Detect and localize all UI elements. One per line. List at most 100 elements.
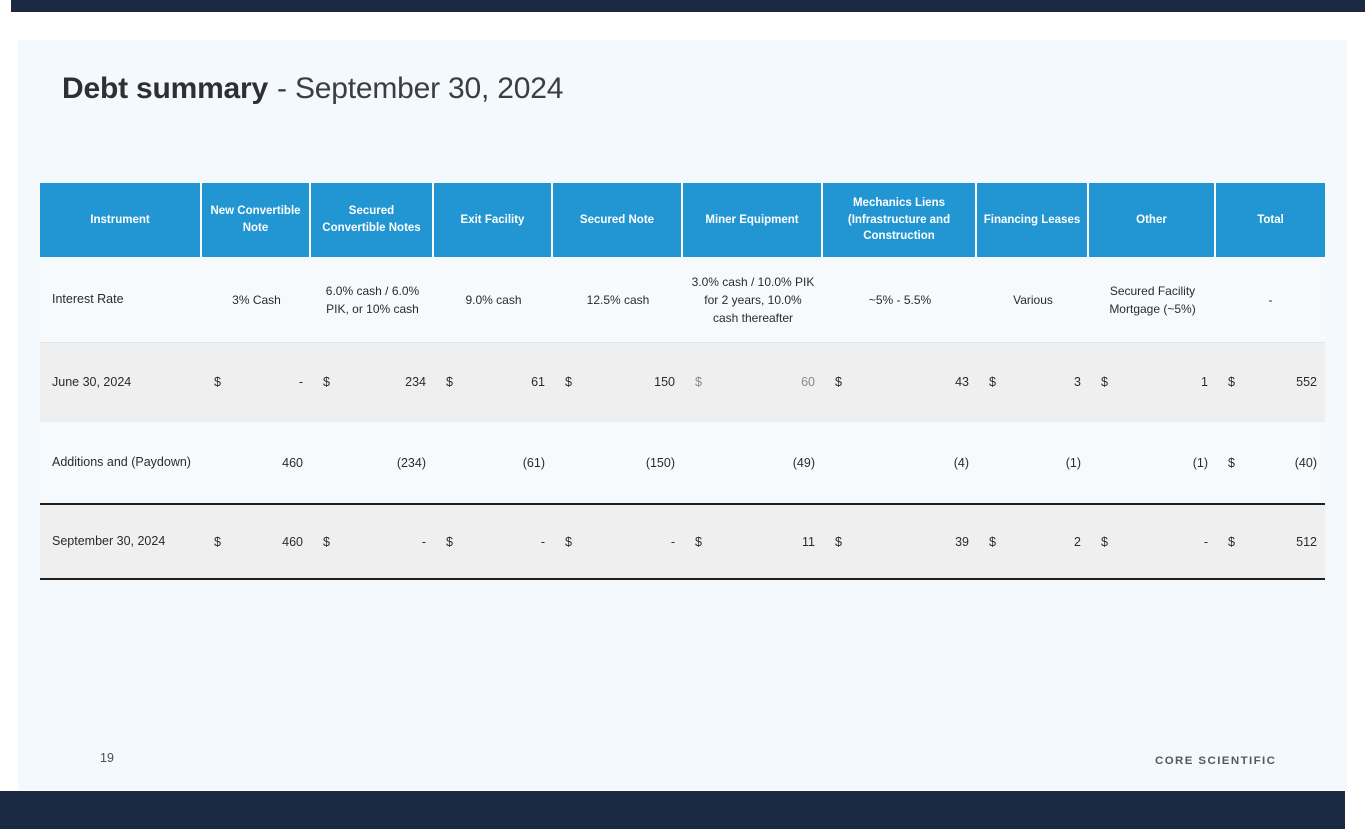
row-label: Additions and (Paydown) — [52, 455, 191, 470]
cell-value: (4) — [953, 455, 969, 470]
cell-value: 3 — [1074, 375, 1081, 389]
currency-symbol: $ — [989, 534, 996, 549]
cell-value: 60 — [801, 375, 815, 389]
cell-value: (61) — [522, 455, 545, 470]
money-cell-other: $ - — [1089, 505, 1216, 578]
text-cell-secured-note: 12.5% cash — [586, 292, 650, 307]
text-cell-financing-leases: Various — [1013, 292, 1053, 307]
cell-value: 150 — [654, 375, 675, 389]
money-cell-financing-leases: (1) — [977, 422, 1089, 503]
money-cell-miner-equipment: (49) — [683, 422, 823, 503]
currency-symbol: $ — [214, 534, 221, 549]
cell-value: (1) — [1065, 455, 1081, 470]
currency-symbol: $ — [446, 534, 453, 549]
cell-value: - — [1203, 534, 1208, 549]
cell-value: - — [540, 534, 545, 549]
cell-value: (150) — [645, 455, 675, 470]
currency-symbol: $ — [835, 375, 842, 389]
table-row-september-30-2024: September 30, 2024 $460 $ - $ - $ - $11 $39 $2 $ - $5… — [40, 503, 1325, 580]
text-cell-new-convertible-note: 3% Cash — [232, 292, 281, 307]
money-cell-exit-facility: (61) — [434, 422, 553, 503]
cell-value: 61 — [531, 375, 545, 389]
cell-value: (49) — [792, 455, 815, 470]
column-header-other: Other — [1089, 183, 1216, 257]
cell-value: 2 — [1074, 534, 1081, 549]
column-header-miner-equipment: Miner Equipment — [683, 183, 823, 257]
money-cell-other: $1 — [1089, 343, 1216, 421]
cell-value: 234 — [405, 375, 426, 389]
currency-symbol: $ — [695, 375, 702, 389]
top-accent-bar — [11, 0, 1365, 12]
column-header-total: Total — [1257, 213, 1284, 226]
money-cell-other: (1) — [1089, 422, 1216, 503]
money-cell-secured-convertible-notes: $234 — [311, 343, 434, 421]
cell-value: 39 — [955, 534, 969, 549]
cell-value: 1 — [1201, 375, 1208, 389]
money-cell-secured-note: (150) — [553, 422, 683, 503]
cell-value: - — [421, 534, 426, 549]
table-header-row: Instrument New Convertible Note Secured Co… — [40, 183, 1325, 257]
currency-symbol: $ — [695, 534, 702, 549]
text-cell-exit-facility: 9.0% cash — [465, 292, 522, 307]
money-cell-miner-equipment: $11 — [683, 505, 823, 578]
cell-value: 43 — [955, 375, 969, 389]
page-title: Debt summary - September 30, 2024 — [62, 72, 563, 106]
column-header-secured-convertible-notes: Secured Convertible Notes — [311, 183, 434, 257]
money-cell-mechanics-liens: $43 — [823, 343, 977, 421]
text-cell-total: - — [1268, 292, 1273, 307]
money-cell-mechanics-liens: (4) — [823, 422, 977, 503]
table-row-additions-and-paydown: Additions and (Paydown) 460 (234) (61) (150)… — [40, 421, 1325, 503]
row-label: September 30, 2024 — [52, 534, 166, 549]
cell-value: (234) — [396, 455, 426, 470]
cell-value: - — [298, 375, 303, 389]
money-cell-secured-convertible-notes: (234) — [311, 422, 434, 503]
money-cell-new-convertible-note: $460 — [202, 505, 311, 578]
cell-value: 460 — [282, 455, 303, 470]
currency-symbol: $ — [1101, 534, 1108, 549]
currency-symbol: $ — [989, 375, 996, 389]
money-cell-secured-note: $150 — [553, 343, 683, 421]
title-date: - September 30, 2024 — [277, 72, 564, 105]
currency-symbol: $ — [214, 375, 221, 389]
column-header-instrument: Instrument — [40, 183, 202, 257]
debt-summary-table: Instrument New Convertible Note Secured Co… — [40, 183, 1325, 580]
cell-value: - — [670, 534, 675, 549]
currency-symbol: $ — [1228, 375, 1235, 389]
cell-value: 552 — [1296, 375, 1317, 389]
money-cell-financing-leases: $2 — [977, 505, 1089, 578]
title-main: Debt summary — [62, 72, 269, 105]
column-header-financing-leases: Financing Leases — [977, 183, 1089, 257]
money-cell-financing-leases: $3 — [977, 343, 1089, 421]
money-cell-new-convertible-note: 460 — [202, 422, 311, 503]
currency-symbol: $ — [1228, 534, 1235, 549]
table-row-june-30-2024: June 30, 2024 $ - $234 $61 $150 $60 $43 $3 $1 $552 — [40, 342, 1325, 421]
cell-value: 11 — [802, 534, 815, 549]
bottom-accent-bar — [0, 791, 1345, 829]
currency-symbol: $ — [1101, 375, 1108, 389]
slide-panel: Debt summary - September 30, 2024 Instrum… — [18, 40, 1347, 790]
column-header-secured-note: Secured Note — [553, 183, 683, 257]
money-cell-secured-note: $ - — [553, 505, 683, 578]
cell-value: 460 — [282, 534, 303, 549]
money-cell-mechanics-liens: $39 — [823, 505, 977, 578]
currency-symbol: $ — [323, 375, 330, 389]
money-cell-exit-facility: $ - — [434, 505, 553, 578]
table-row-interest-rate: Interest Rate 3% Cash 6.0% cash / 6.0% PIK… — [40, 257, 1325, 342]
currency-symbol: $ — [1228, 455, 1235, 470]
currency-symbol: $ — [835, 534, 842, 549]
currency-symbol: $ — [446, 375, 453, 389]
currency-symbol: $ — [565, 534, 572, 549]
money-cell-miner-equipment: $60 — [683, 343, 823, 421]
page-number: 19 — [100, 751, 114, 765]
text-cell-other: Secured Facility Mortgage (~5%) — [1109, 283, 1196, 316]
text-cell-secured-convertible-notes: 6.0% cash / 6.0% PIK, or 10% cash — [325, 283, 420, 316]
money-cell-new-convertible-note: $ - — [202, 343, 311, 421]
currency-symbol: $ — [323, 534, 330, 549]
core-scientific-logo: CORE SCIENTIFIC — [1155, 755, 1277, 767]
column-header-mechanics-liens: Mechanics Liens (Infrastructure and Cons… — [823, 183, 977, 257]
row-label: Interest Rate — [52, 292, 124, 307]
text-cell-mechanics-liens: ~5% - 5.5% — [868, 292, 932, 307]
cell-value: (1) — [1192, 455, 1208, 470]
text-cell-miner-equipment: 3.0% cash / 10.0% PIK for 2 years, 10.0%… — [691, 274, 815, 325]
